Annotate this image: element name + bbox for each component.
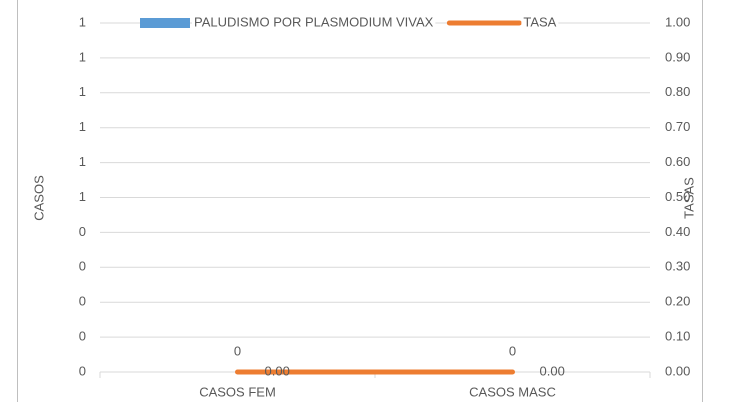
bar-data-label: 0 (234, 343, 241, 358)
y-tick-label: 0 (79, 329, 86, 344)
line-data-label: 0.00 (540, 363, 565, 378)
legend-label: TASA (523, 14, 556, 29)
y-tick-label: 0 (79, 259, 86, 274)
legend-bg (192, 14, 436, 32)
y2-tick-label: 0.00 (665, 363, 690, 378)
legend-swatch (140, 18, 190, 28)
y2-tick-label: 0.40 (665, 224, 690, 239)
y-tick-label: 0 (79, 363, 86, 378)
y2-tick-label: 0.80 (665, 84, 690, 99)
y2-tick-label: 0.10 (665, 329, 690, 344)
y-tick-label: 1 (79, 49, 86, 64)
y2-tick-label: 0.20 (665, 294, 690, 309)
y-tick-label: 1 (79, 154, 86, 169)
legend-label: PALUDISMO POR PLASMODIUM VIVAX (194, 14, 434, 29)
y2-tick-label: 0.50 (665, 189, 690, 204)
x-tick-label: CASOS FEM (199, 384, 276, 399)
y2-tick-label: 1.00 (665, 14, 690, 29)
y-tick-label: 1 (79, 189, 86, 204)
bar-data-label: 0 (509, 343, 516, 358)
y2-tick-label: 0.30 (665, 259, 690, 274)
y2-axis-title: TASAS (681, 177, 696, 219)
y2-tick-label: 0.90 (665, 49, 690, 64)
y-tick-label: 0 (79, 294, 86, 309)
line-data-label: 0.00 (265, 363, 290, 378)
y-tick-label: 1 (79, 14, 86, 29)
y-tick-label: 1 (79, 84, 86, 99)
x-tick-label: CASOS MASC (469, 384, 556, 399)
y2-tick-label: 0.60 (665, 154, 690, 169)
y-axis-title: CASOS (31, 175, 46, 221)
y-tick-label: 0 (79, 224, 86, 239)
y2-tick-label: 0.70 (665, 119, 690, 134)
legend-bg (521, 14, 559, 32)
y-tick-label: 1 (79, 119, 86, 134)
